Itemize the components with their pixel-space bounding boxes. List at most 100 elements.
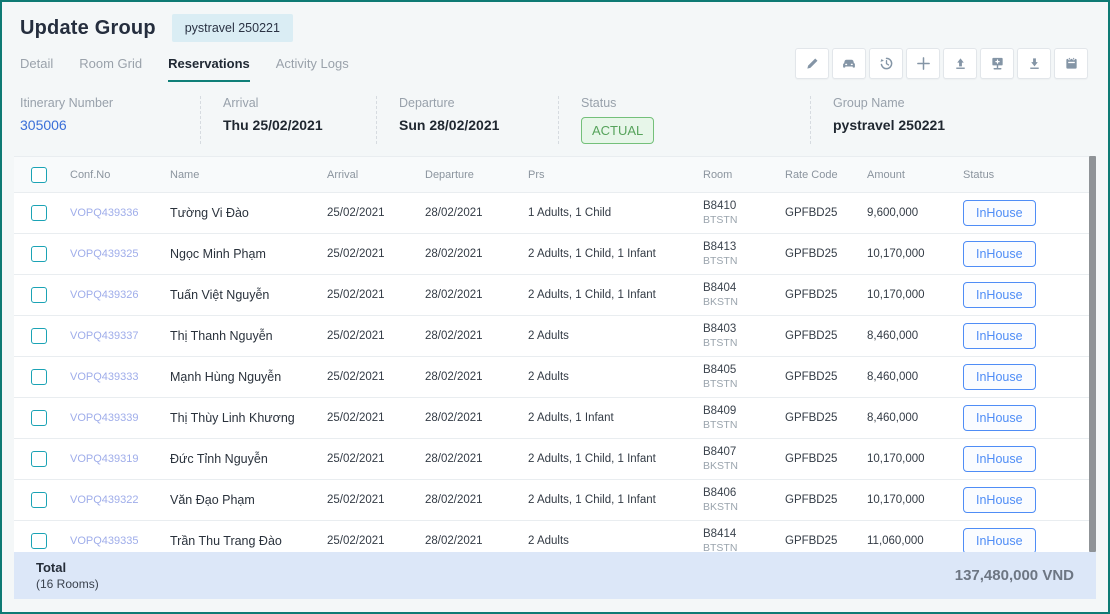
row-checkbox[interactable] [31,287,47,303]
room-number: B8407 [703,446,737,459]
group-name-label: Group Name [833,96,905,110]
car-icon [841,57,857,71]
itinerary-number-link[interactable]: 305006 [20,117,67,133]
persons: 2 Adults, 1 Infant [528,412,614,424]
plus-icon [916,56,931,71]
room-type-code: BTSTN [703,255,738,268]
check-in-button[interactable] [943,48,977,79]
room-type-code: BTSTN [703,419,738,432]
arrival-date: 25/02/2021 [327,289,385,301]
rate-code: GPFBD25 [785,535,838,547]
table-header-row: Conf.No Name Arrival Departure Prs Room … [14,156,1096,193]
conf-no-link[interactable]: VOPQ439326 [70,289,139,301]
status-button[interactable]: InHouse [963,528,1036,552]
tab-detail[interactable]: Detail [20,56,54,71]
calendar-button[interactable] [1054,48,1088,79]
itinerary-number-field: Itinerary Number 305006 [20,96,200,144]
guest-name: Trần Thu Trang Đào [170,534,282,548]
row-checkbox[interactable] [31,246,47,262]
status-button[interactable]: InHouse [963,405,1036,431]
arrival-date: 25/02/2021 [327,535,385,547]
page-header: Update Group pystravel 250221 [2,2,1108,42]
row-checkbox[interactable] [31,328,47,344]
table-body: VOPQ439336 Tường Vi Đào 25/02/2021 28/02… [14,193,1096,552]
amount: 10,170,000 [867,248,925,260]
status-button[interactable]: InHouse [963,200,1036,226]
conf-no-link[interactable]: VOPQ439319 [70,453,139,465]
rate-code: GPFBD25 [785,494,838,506]
departure-date: 28/02/2021 [425,207,483,219]
status-button[interactable]: InHouse [963,282,1036,308]
upload-icon [953,56,968,71]
persons: 2 Adults, 1 Child, 1 Infant [528,494,656,506]
table-vertical-scrollbar[interactable] [1089,156,1096,552]
reservations-table: Conf.No Name Arrival Departure Prs Room … [14,156,1096,599]
table-row: VOPQ439337 Thị Thanh Nguyễn 25/02/2021 2… [14,316,1096,357]
itinerary-number-label: Itinerary Number [20,96,114,110]
arrival-date: 25/02/2021 [327,412,385,424]
edit-button[interactable] [795,48,829,79]
departure-field: Departure Sun 28/02/2021 [376,96,558,144]
column-header-status: Status [963,168,995,181]
room-number: B8403 [703,323,737,336]
total-labels: Total (16 Rooms) [36,559,99,593]
rate-code: GPFBD25 [785,248,838,260]
departure-date: 28/02/2021 [425,371,483,383]
amount: 8,460,000 [867,412,919,424]
add-reservation-button[interactable] [906,48,940,79]
conf-no-link[interactable]: VOPQ439322 [70,494,139,506]
departure-date: 28/02/2021 [425,289,483,301]
tab-room-grid[interactable]: Room Grid [79,56,143,71]
status-button[interactable]: InHouse [963,241,1036,267]
row-checkbox[interactable] [31,410,47,426]
room-cell: B8406 BKSTN [703,486,785,514]
assign-room-button[interactable] [980,48,1014,79]
amount: 10,170,000 [867,494,925,506]
amount: 9,600,000 [867,207,919,219]
row-checkbox[interactable] [31,451,47,467]
room-type-code: BTSTN [703,542,738,552]
check-out-button[interactable] [1017,48,1051,79]
room-number: B8410 [703,200,737,213]
rate-code: GPFBD25 [785,371,838,383]
status-button[interactable]: InHouse [963,487,1036,513]
column-header-prs: Prs [528,168,545,181]
arrival-date: 25/02/2021 [327,494,385,506]
conf-no-link[interactable]: VOPQ439339 [70,412,139,424]
status-button[interactable]: InHouse [963,364,1036,390]
row-checkbox[interactable] [31,369,47,385]
tab-reservations[interactable]: Reservations [168,56,250,82]
history-button[interactable] [869,48,903,79]
conf-no-link[interactable]: VOPQ439337 [70,330,139,342]
guest-name: Thị Thùy Linh Khương [170,411,295,425]
tab-activity-logs[interactable]: Activity Logs [275,56,349,71]
departure-date: 28/02/2021 [425,412,483,424]
column-header-name: Name [170,168,200,181]
amount: 8,460,000 [867,330,919,342]
column-header-room: Room [703,168,733,181]
transport-button[interactable] [832,48,866,79]
column-header-arrival: Arrival [327,168,359,181]
row-checkbox[interactable] [31,492,47,508]
arrival-date: 25/02/2021 [327,453,385,465]
conf-no-link[interactable]: VOPQ439325 [70,248,139,260]
select-all-checkbox[interactable] [31,166,47,183]
room-cell: B8404 BKSTN [703,281,785,309]
room-cell: B8409 BTSTN [703,404,785,432]
row-checkbox[interactable] [31,205,47,221]
status-button[interactable]: InHouse [963,446,1036,472]
arrival-date: 25/02/2021 [327,371,385,383]
conf-no-link[interactable]: VOPQ439333 [70,371,139,383]
conf-no-link[interactable]: VOPQ439336 [70,207,139,219]
conf-no-link[interactable]: VOPQ439335 [70,535,139,547]
amount: 10,170,000 [867,289,925,301]
guest-name: Ngọc Minh Phạm [170,247,266,261]
group-summary-bar: Itinerary Number 305006 Arrival Thu 25/0… [20,96,1090,144]
arrival-date: 25/02/2021 [327,207,385,219]
column-header-conf-no: Conf.No [70,168,111,181]
rate-code: GPFBD25 [785,412,838,424]
departure-date: 28/02/2021 [425,535,483,547]
status-button[interactable]: InHouse [963,323,1036,349]
row-checkbox[interactable] [31,533,47,549]
rate-code: GPFBD25 [785,453,838,465]
